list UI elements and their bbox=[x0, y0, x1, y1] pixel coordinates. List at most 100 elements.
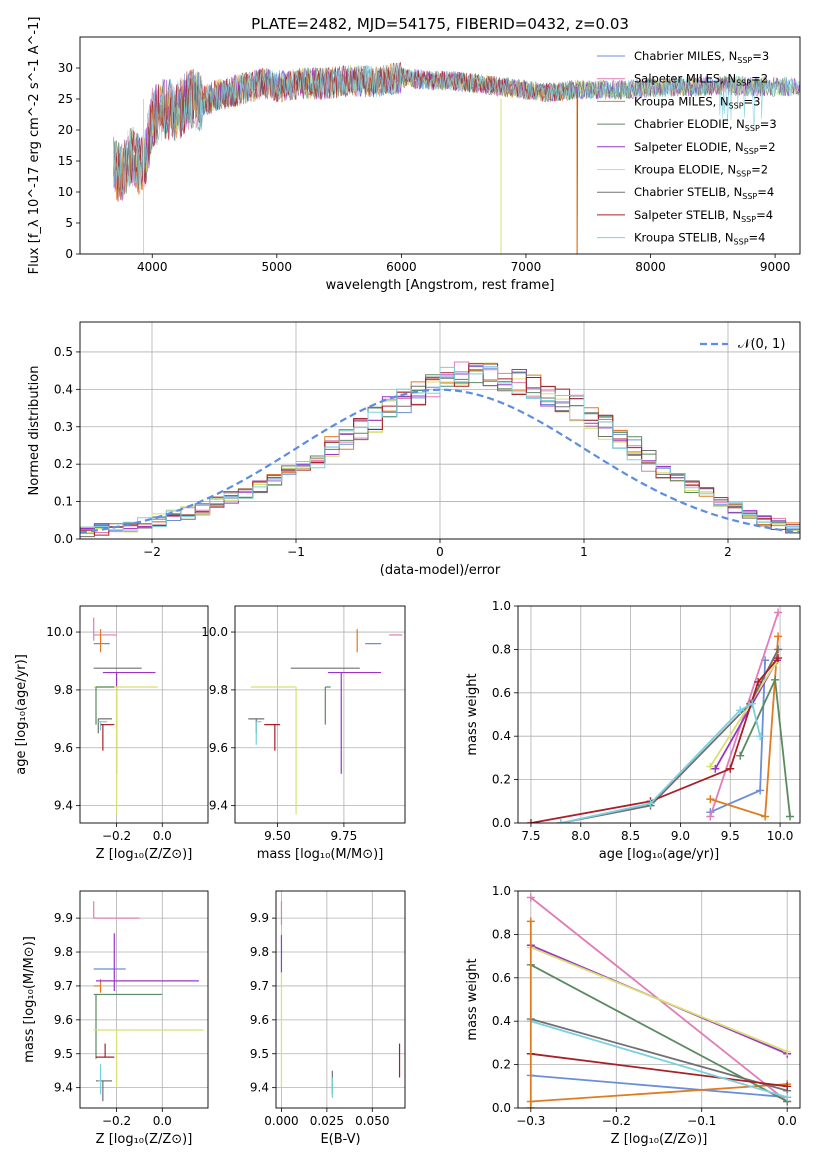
point-marker bbox=[756, 786, 765, 795]
x-axis-label: age [log₁₀(age/yr)] bbox=[599, 847, 720, 862]
point-marker bbox=[783, 1093, 792, 1102]
point-marker bbox=[526, 819, 535, 823]
legend-label: Chabrier STELIB, NSSP=4 bbox=[634, 185, 774, 201]
x-axis-label: E(B-V) bbox=[320, 1132, 360, 1147]
y-tick-label: 9.5 bbox=[54, 1047, 73, 1061]
y-axis-label: Normed distribution bbox=[27, 366, 42, 496]
x-tick-label: 8.0 bbox=[571, 829, 590, 843]
y-tick-label: 0.0 bbox=[492, 1101, 511, 1115]
legend-count: =2 bbox=[751, 163, 768, 177]
y-axis-label: mass weight bbox=[465, 958, 480, 1040]
y-tick-label: 0.8 bbox=[492, 927, 511, 941]
y-tick-label: 9.8 bbox=[209, 683, 228, 697]
y-tick-label: 9.4 bbox=[209, 799, 228, 813]
spectrum-axes: 4000 5000 6000 7000 8000 9000 0 5 10 15 20 25 30 wave… bbox=[27, 17, 801, 293]
plot-area bbox=[93, 901, 204, 1102]
y-tick-label: 9.6 bbox=[250, 1013, 269, 1027]
point-marker bbox=[774, 645, 783, 654]
x-tick-label: 0 bbox=[436, 545, 444, 559]
y-axis-label: mass weight bbox=[465, 673, 480, 755]
legend-label: Kroupa ELODIE, NSSP=2 bbox=[634, 163, 768, 179]
legend-count: =4 bbox=[749, 231, 766, 245]
plot-area bbox=[526, 893, 792, 1108]
age_vs_mass-axes: 9.50 9.75 9.4 9.6 9.8 10.0 mass [log₁₀(M/M⊙)] bbox=[201, 605, 406, 862]
legend-subscript: SSP bbox=[742, 192, 757, 201]
axes-frame bbox=[517, 890, 801, 1109]
point-marker bbox=[736, 706, 745, 715]
y-tick-label: 0.0 bbox=[54, 532, 73, 546]
y-tick-label: 1.0 bbox=[492, 884, 511, 898]
axes-frame bbox=[275, 890, 406, 1109]
y-tick-label: 9.7 bbox=[250, 979, 269, 993]
x-axis-label: Z [log₁₀(Z/Z⊙)] bbox=[611, 1132, 708, 1147]
point-marker bbox=[706, 762, 715, 771]
y-tick-label: 5 bbox=[65, 216, 73, 230]
point-marker bbox=[756, 732, 765, 741]
gaussian-curve bbox=[80, 388, 800, 534]
x-axis-label: (data-model)/error bbox=[380, 563, 501, 578]
x-tick-label: 0.000 bbox=[264, 1114, 298, 1128]
y-tick-label: 0.8 bbox=[492, 642, 511, 656]
x-tick-label: −0.2 bbox=[102, 829, 131, 843]
plot-area bbox=[113, 61, 800, 254]
point-marker bbox=[706, 812, 715, 821]
x-tick-label: 9.0 bbox=[671, 829, 690, 843]
x-tick-label: 7000 bbox=[511, 260, 542, 274]
point-marker bbox=[646, 799, 655, 808]
y-tick-label: 15 bbox=[58, 154, 73, 168]
y-axis-label: mass [log₁₀(M/M⊙)] bbox=[22, 936, 37, 1063]
y-tick-label: 9.6 bbox=[54, 1013, 73, 1027]
legend-count: =4 bbox=[756, 208, 773, 222]
x-tick-label: 9.75 bbox=[331, 829, 358, 843]
legend-label: Salpeter ELODIE, NSSP=2 bbox=[634, 140, 776, 156]
y-tick-label: 20 bbox=[58, 123, 73, 137]
y-tick-label: 9.7 bbox=[54, 979, 73, 993]
x-axis-label: mass [log₁₀(M/M⊙)] bbox=[257, 847, 384, 862]
y-tick-label: 0.2 bbox=[54, 457, 73, 471]
y-tick-label: 30 bbox=[58, 61, 73, 75]
x-tick-label: 8000 bbox=[635, 260, 666, 274]
y-tick-label: 0.5 bbox=[54, 345, 73, 359]
mass_vs_Z-axes: −0.2 0.0 9.4 9.5 9.6 9.7 9.8 9.9 Z [log₁₀(Z/Z⊙)]… bbox=[22, 890, 209, 1147]
legend-subscript: SSP bbox=[741, 215, 756, 224]
point-marker bbox=[706, 795, 715, 804]
x-tick-label: 1 bbox=[580, 545, 588, 559]
point-marker bbox=[726, 764, 735, 773]
y-tick-label: 9.8 bbox=[54, 945, 73, 959]
x-tick-label: −2 bbox=[143, 545, 161, 559]
y-tick-label: 9.4 bbox=[54, 799, 73, 813]
plot-area bbox=[526, 608, 795, 823]
legend-label: 𝒩(0, 1) bbox=[738, 337, 785, 352]
massweight_vs_Z-axes: −0.3 −0.2 −0.1 0.0 0.0 0.2 0.4 0.6 0.8 1.0 Z [log₁… bbox=[465, 884, 801, 1147]
x-tick-label: 9000 bbox=[760, 260, 791, 274]
plot-area bbox=[280, 901, 401, 1098]
legend-count: =3 bbox=[744, 94, 761, 108]
x-tick-label: 9.50 bbox=[264, 829, 291, 843]
x-axis-label: wavelength [Angstrom, rest frame] bbox=[326, 278, 555, 293]
series-line bbox=[530, 1074, 788, 1099]
plot-area bbox=[80, 361, 800, 539]
legend-count: =3 bbox=[752, 49, 769, 63]
point-marker bbox=[556, 819, 565, 823]
point-marker bbox=[771, 675, 780, 684]
y-axis-label: Flux [f_λ 10^-17 erg cm^-2 s^-1 A^-1] bbox=[27, 17, 42, 275]
series-line bbox=[530, 1020, 788, 1099]
plot-area bbox=[248, 629, 403, 815]
y-tick-label: 1.0 bbox=[492, 599, 511, 613]
x-axis-label: Z [log₁₀(Z/Z⊙)] bbox=[96, 847, 193, 862]
x-tick-label: 5000 bbox=[262, 260, 293, 274]
point-marker bbox=[526, 1104, 535, 1108]
y-tick-label: 0.6 bbox=[492, 971, 511, 985]
legend-count: =3 bbox=[760, 117, 777, 131]
x-axis-label: Z [log₁₀(Z/Z⊙)] bbox=[96, 1132, 193, 1147]
axes-frame bbox=[79, 36, 801, 255]
point-marker bbox=[786, 812, 795, 821]
x-tick-label: 6000 bbox=[386, 260, 417, 274]
y-tick-label: 0.6 bbox=[492, 686, 511, 700]
y-tick-label: 0.4 bbox=[492, 729, 511, 743]
point-marker bbox=[774, 608, 783, 617]
histogram-steps bbox=[80, 366, 800, 539]
massweight_vs_age-axes: 7.5 8.0 8.5 9.0 9.5 10.0 0.0 0.2 0.4 0.6 0.8 1.0 age… bbox=[465, 599, 801, 862]
point-marker bbox=[783, 1047, 792, 1056]
point-marker bbox=[711, 764, 720, 773]
